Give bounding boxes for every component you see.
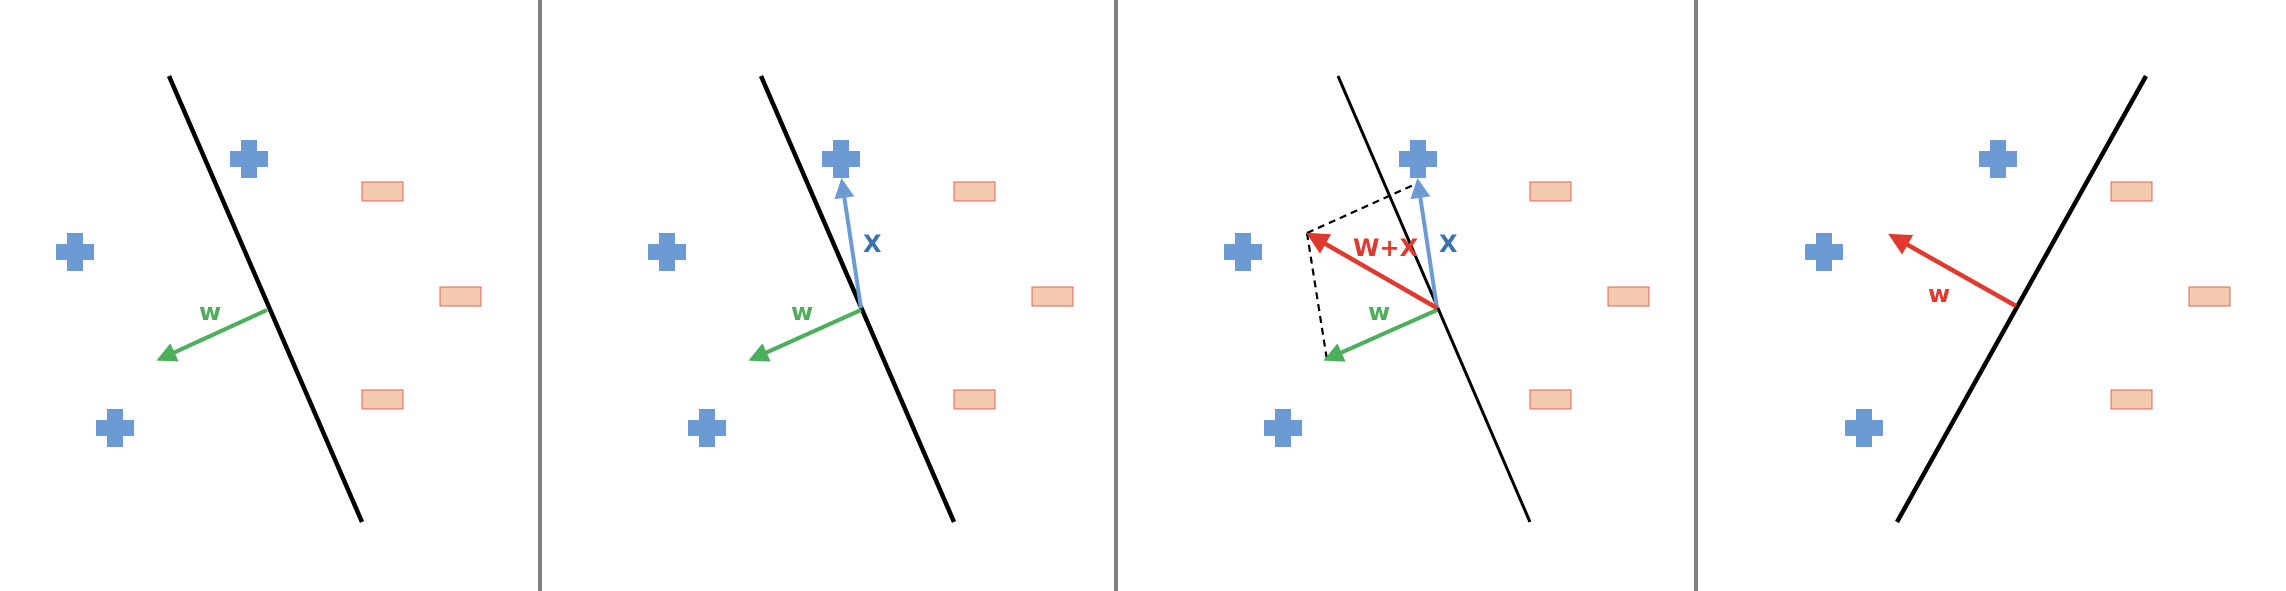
w-label: w — [199, 298, 221, 326]
negative-point — [1529, 389, 1572, 410]
positive-point — [96, 409, 134, 447]
negative-point — [1607, 286, 1650, 307]
positive-point — [822, 140, 860, 178]
negative-point — [1529, 181, 1572, 202]
positive-point — [1264, 409, 1302, 447]
x-vector — [1410, 178, 1439, 309]
positive-point — [1979, 140, 2017, 178]
x-label: X — [1439, 230, 1458, 258]
decision-boundary — [166, 75, 365, 523]
w-vector — [748, 308, 862, 362]
w-vector — [156, 308, 268, 362]
decision-boundary — [1895, 74, 2148, 524]
positive-point — [648, 233, 686, 271]
decision-boundary — [758, 75, 957, 523]
x-label: X — [863, 230, 882, 258]
positive-point — [1399, 140, 1437, 178]
positive-point — [1805, 233, 1843, 271]
negative-point — [361, 181, 404, 202]
positive-point — [1224, 233, 1262, 271]
parallelogram-edge — [1306, 180, 1421, 235]
negative-point — [2110, 389, 2153, 410]
negative-point — [1031, 286, 1074, 307]
negative-point — [439, 286, 482, 307]
x-vector — [834, 178, 863, 309]
negative-point — [953, 389, 996, 410]
w-label: w — [791, 298, 813, 326]
new-w-vector — [1888, 233, 2018, 308]
w-plus-x-vector — [1306, 232, 1439, 310]
panel-4: w — [1805, 74, 2231, 524]
negative-point — [361, 389, 404, 410]
w-vector — [1323, 308, 1438, 362]
parallelogram-edge — [1305, 232, 1329, 361]
negative-point — [2110, 181, 2153, 202]
positive-point — [688, 409, 726, 447]
negative-point — [2188, 286, 2231, 307]
panel-2: w X — [648, 75, 1074, 523]
negative-point — [953, 181, 996, 202]
w-plus-x-label: W+X — [1353, 234, 1419, 262]
w-label: w — [1368, 298, 1390, 326]
positive-point — [230, 140, 268, 178]
panel-1: w — [56, 75, 482, 523]
w-label: w — [1928, 280, 1950, 308]
panel-3: w X W+X — [1224, 75, 1650, 523]
positive-point — [56, 233, 94, 271]
positive-point — [1845, 409, 1883, 447]
